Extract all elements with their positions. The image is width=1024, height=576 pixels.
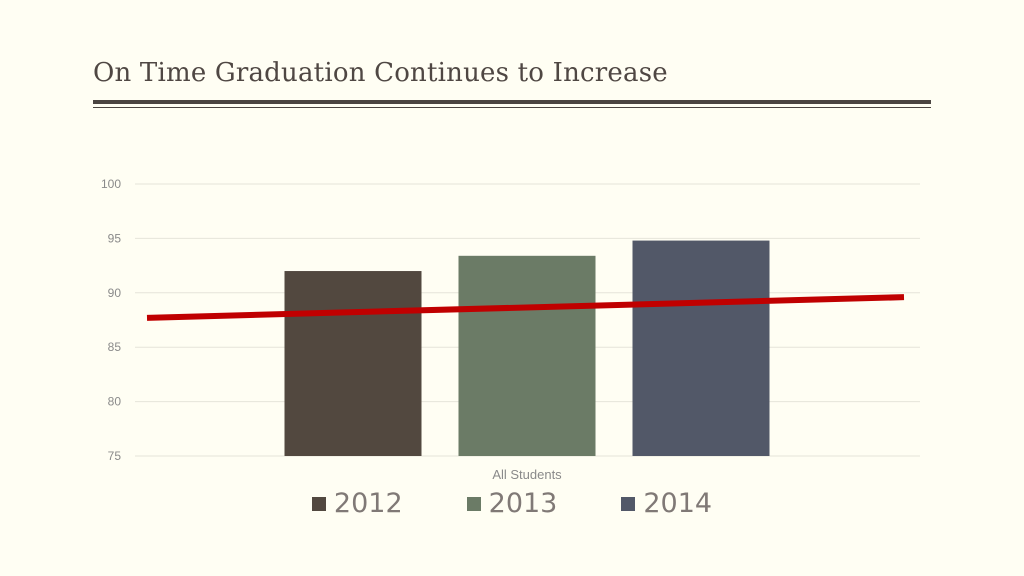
legend-swatch	[621, 496, 636, 511]
y-tick-label: 90	[108, 286, 122, 300]
title-divider-thick	[93, 100, 931, 104]
y-tick-label: 80	[108, 395, 122, 409]
category-labels: All Students	[492, 467, 562, 482]
legend-item-2013: 2013	[466, 488, 558, 519]
legend-swatch	[466, 496, 481, 511]
y-axis-ticks: 75 80 85 90 95 100	[101, 177, 121, 463]
bar-2014	[632, 240, 770, 456]
legend-swatch	[311, 496, 326, 511]
bar-2012	[284, 271, 422, 456]
chart-legend: 2012 2013 2014	[0, 488, 1024, 519]
x-category-label: All Students	[492, 467, 562, 482]
legend-item-2014: 2014	[621, 488, 712, 519]
y-tick-label: 75	[108, 449, 122, 463]
bar-2013	[458, 255, 596, 456]
title-divider-thin	[93, 107, 931, 108]
legend-label: 2013	[488, 488, 558, 519]
y-tick-label: 100	[101, 177, 121, 191]
legend-item-2012: 2012	[311, 488, 403, 519]
trend-line	[146, 294, 905, 321]
trend-line-stroke	[146, 294, 905, 321]
bars	[284, 240, 770, 456]
legend-label: 2014	[643, 488, 713, 519]
y-tick-label: 95	[108, 231, 122, 245]
slide-title: On Time Graduation Continues to Increase	[93, 58, 668, 88]
legend-label: 2012	[333, 488, 403, 519]
y-tick-label: 85	[108, 340, 122, 354]
